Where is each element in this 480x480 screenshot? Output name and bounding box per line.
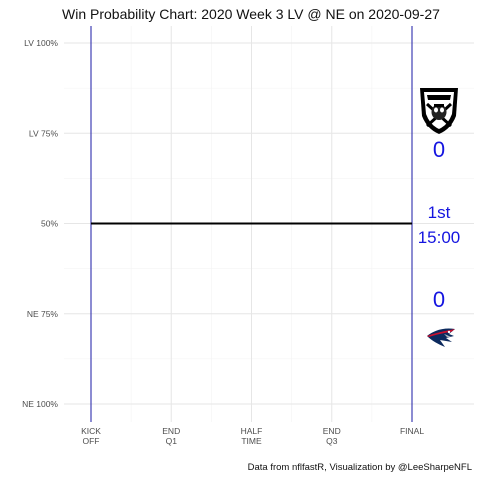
x-tick-label: FINAL	[400, 426, 424, 436]
chart-title: Win Probability Chart: 2020 Week 3 LV @ …	[62, 6, 440, 22]
y-axis: LV 100% LV 75% 50% NE 75% NE 100%	[22, 38, 58, 409]
y-tick-label: NE 75%	[27, 309, 59, 319]
patriots-logo-icon	[427, 328, 455, 347]
raiders-logo-icon	[420, 88, 458, 134]
chart-caption: Data from nflfastR, Visualization by @Le…	[247, 462, 472, 473]
game-clock: 15:00	[418, 228, 461, 247]
x-tick-label: END Q3	[323, 426, 341, 446]
y-tick-label: LV 100%	[24, 38, 58, 48]
y-tick-label: NE 100%	[22, 399, 58, 409]
lv-score: 0	[433, 137, 445, 162]
x-tick-label: KICK OFF	[81, 426, 101, 446]
y-tick-label: 50%	[41, 219, 58, 229]
x-tick-label: HALF TIME	[241, 426, 263, 446]
game-quarter: 1st	[428, 203, 451, 222]
x-tick-label: END Q1	[162, 426, 180, 446]
y-tick-label: LV 75%	[29, 128, 59, 138]
ne-score: 0	[433, 287, 445, 312]
x-axis: KICK OFF END Q1 HALF TIME END Q3 FINAL	[81, 426, 424, 446]
